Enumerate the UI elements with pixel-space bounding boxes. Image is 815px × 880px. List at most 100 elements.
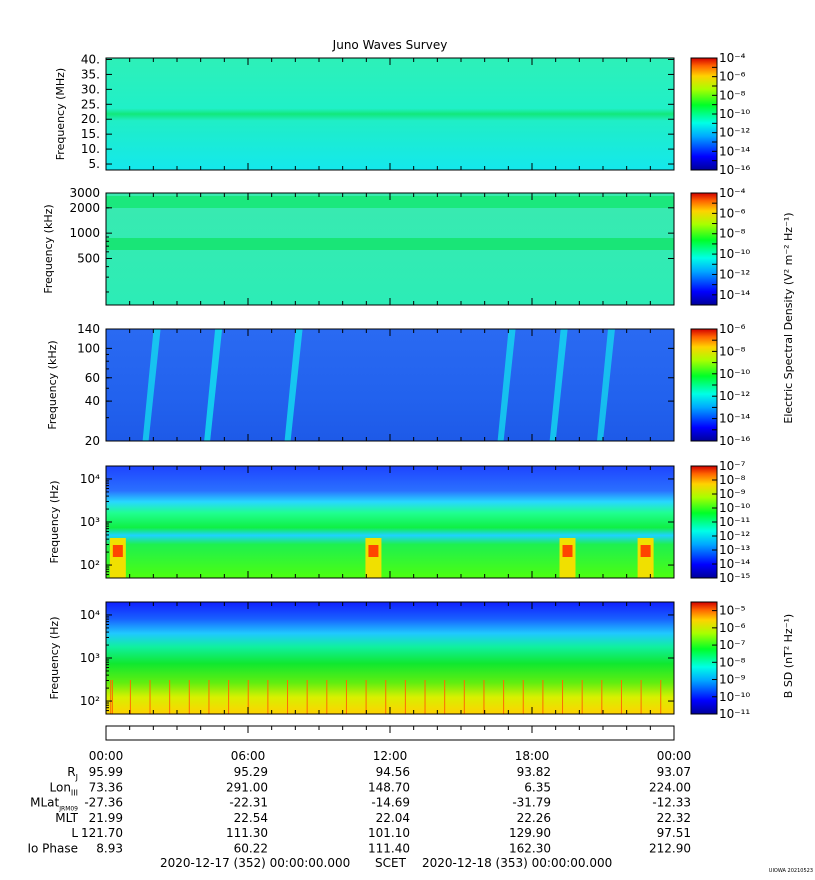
ephem-value: -14.69 — [371, 796, 410, 810]
colorbar-5 — [690, 601, 718, 715]
ytick-label: 10² — [80, 694, 100, 708]
ylabel-5: Frequency (Hz) — [48, 617, 61, 700]
spectrogram-4 — [106, 466, 674, 578]
hot-patch — [365, 538, 382, 578]
ephem-value: 101.10 — [368, 826, 410, 840]
colorbar-tick-label: 10⁻⁸ — [719, 88, 746, 102]
emission-streak — [597, 329, 615, 441]
colorbar-tick-label: 10⁻⁶ — [719, 621, 746, 635]
ephem-row-sub: JRM09 — [58, 806, 78, 813]
ytick-label: 10³ — [80, 515, 100, 529]
ytick-label: 500 — [77, 251, 100, 265]
colorbar-2 — [690, 192, 718, 306]
ephem-value: 162.30 — [509, 842, 551, 856]
colorbar-tick-label: 10⁻⁴ — [719, 51, 746, 65]
time-label: 00:00 — [657, 749, 692, 763]
colorbar-tick-label: 10⁻¹⁰ — [719, 107, 750, 121]
time-ticks: 00:00 06:00 12:00 18:00 00:00 — [89, 726, 692, 763]
colorbar-tick-label: 10⁻¹⁴ — [719, 144, 750, 158]
ephem-value: 121.70 — [81, 826, 123, 840]
colorbar-tick-label: 10⁻¹⁰ — [719, 501, 750, 515]
colorbar-tick-label: 10⁻⁷ — [719, 638, 746, 652]
hot-patch-core — [112, 545, 123, 557]
spikes-5 — [110, 680, 662, 714]
colorbar-tick-label: 10⁻⁸ — [719, 473, 746, 487]
streaks-3 — [142, 329, 615, 441]
ephem-value: 21.99 — [89, 811, 123, 825]
ytick-label: 140 — [77, 322, 100, 336]
ytick-label: 100 — [77, 341, 100, 355]
colorbar-tick-label: 10⁻¹⁰ — [719, 690, 750, 704]
yticks-1: 5.10.15.20.25.30.35.40. — [81, 52, 675, 171]
colorbar-ticks-2: 10⁻⁴ 10⁻⁶ 10⁻⁸ 10⁻¹⁰ 10⁻¹² 10⁻¹⁴ — [712, 186, 750, 306]
ytick-label: 10. — [81, 142, 100, 156]
ephem-value: 6.35 — [524, 780, 551, 794]
colorbar-tick-label: 10⁻⁹ — [719, 673, 746, 687]
ytick-label: 1000 — [69, 226, 100, 240]
ephem-value: 93.82 — [517, 765, 551, 779]
colorbar-tick-label: 10⁻⁴ — [719, 186, 746, 200]
ephem-value: 97.51 — [657, 826, 691, 840]
ytick-label: 40 — [85, 394, 100, 408]
time-label: 12:00 — [373, 749, 408, 763]
spectrogram-5 — [106, 602, 674, 714]
colorbar-tick-label: 10⁻¹² — [719, 126, 750, 140]
emission-streak — [284, 329, 303, 441]
hot-patch — [637, 538, 654, 578]
ephem-value: 22.26 — [517, 811, 551, 825]
colorbar-ticks-4: 10⁻⁷10⁻⁸10⁻⁹10⁻¹⁰10⁻¹¹10⁻¹²10⁻¹³10⁻¹⁴10⁻… — [712, 459, 750, 585]
ephem-value: 94.56 — [376, 765, 410, 779]
band-2b — [106, 238, 674, 250]
yticks-4: 10² 10³ 10⁴ — [80, 466, 675, 578]
colorbar-label-e: Electric Spectral Density (V² m⁻² Hz⁻¹) — [782, 212, 795, 423]
ephem-row-label: MLT — [55, 811, 78, 825]
ytick-label: 60 — [85, 371, 100, 385]
ephem-value: 60.22 — [234, 842, 268, 856]
colorbar-tick-label: 10⁻¹² — [719, 389, 750, 403]
ephem-value: 212.90 — [649, 842, 691, 856]
ylabel-3: Frequency (kHz) — [46, 340, 59, 429]
colorbar-tick-label: 10⁻⁸ — [719, 344, 746, 358]
ytick-label: 3000 — [69, 186, 100, 200]
ephem-value: 22.54 — [234, 811, 268, 825]
ytick-label: 20. — [81, 112, 100, 126]
ytick-label: 30. — [81, 82, 100, 96]
colorbar-tick-label: 10⁻¹¹ — [719, 707, 750, 721]
ytick-label: 15. — [81, 127, 100, 141]
ephem-value: 73.36 — [89, 780, 123, 794]
panel-frame-5 — [105, 601, 675, 715]
colorbar-label-b: B SD (nT² Hz⁻¹) — [782, 614, 795, 698]
ytick-label: 10² — [80, 558, 100, 572]
ytick-label: 40. — [81, 52, 100, 66]
ylabel-1: Frequency (MHz) — [54, 68, 67, 160]
ephem-row-label: L — [71, 826, 78, 840]
ephem-value: 291.00 — [226, 780, 268, 794]
footer-end: 2020-12-18 (353) 00:00:00.000 — [422, 856, 612, 870]
colorbar-tick-label: 10⁻⁶ — [719, 70, 746, 84]
ephem-value: 111.40 — [368, 842, 410, 856]
ephem-value: 95.99 — [89, 765, 123, 779]
ephem-value: 224.00 — [649, 780, 691, 794]
emission-streak — [142, 329, 161, 441]
ytick-label: 35. — [81, 67, 100, 81]
colorbar-tick-label: 10⁻⁶ — [719, 206, 746, 220]
ephem-row-label: LonIII — [50, 780, 79, 797]
time-axis: 00:00 06:00 12:00 18:00 00:00 — [89, 725, 692, 763]
ephem-value: 95.29 — [234, 765, 268, 779]
ephem-value: 93.07 — [657, 765, 691, 779]
emission-streak — [204, 329, 223, 441]
colorbar-tick-label: 10⁻¹⁰ — [719, 247, 750, 261]
colorbar-tick-label: 10⁻⁹ — [719, 487, 746, 501]
colorbar-tick-label: 10⁻⁸ — [719, 655, 746, 669]
ephem-value: 111.30 — [226, 826, 268, 840]
ephem-row-sub: III — [71, 788, 78, 797]
colorbar-tick-label: 10⁻¹² — [719, 267, 750, 281]
figure-title: Juno Waves Survey — [332, 38, 448, 52]
colorbar-tick-label: 10⁻⁵ — [719, 604, 746, 618]
colorbar-tick-label: 10⁻¹⁵ — [719, 571, 750, 585]
